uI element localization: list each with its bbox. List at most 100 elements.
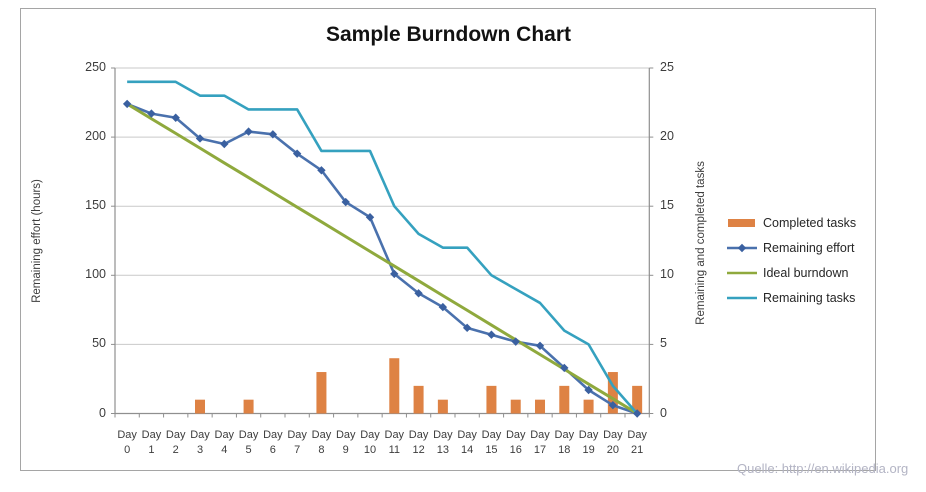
x-label-number: 11 xyxy=(388,444,400,456)
x-label-number: 7 xyxy=(294,444,301,456)
marker-remaining-effort xyxy=(462,323,472,333)
line-remaining-effort xyxy=(126,102,638,415)
x-label-word: Day xyxy=(117,429,137,441)
bar-completed-tasks xyxy=(607,372,618,414)
x-label-word: Day xyxy=(311,429,332,441)
marker-remaining-effort xyxy=(438,302,448,312)
x-label-number: 14 xyxy=(461,444,474,456)
marker-remaining-effort xyxy=(560,363,569,373)
x-label-word: Day xyxy=(238,429,259,441)
x-tick-label: Day 4 xyxy=(211,428,237,458)
bar-completed-tasks xyxy=(486,385,497,414)
x-label-number: 10 xyxy=(363,444,377,456)
bar-completed-tasks xyxy=(316,372,327,414)
marker-remaining-effort xyxy=(341,197,350,207)
bar-completed-tasks xyxy=(243,399,254,414)
x-tick-label: Day 3 xyxy=(187,428,213,458)
marker-remaining-effort xyxy=(147,109,156,118)
x-label-number: 15 xyxy=(485,444,498,456)
marker-remaining-effort xyxy=(390,269,399,279)
legend-item: Completed tasks xyxy=(727,210,912,235)
y-left-tick-label: 50 xyxy=(92,336,106,351)
x-tick-label: Day 9 xyxy=(333,428,359,458)
legend-item: Ideal burndown xyxy=(727,260,912,285)
x-tick-label: Day 0 xyxy=(114,428,140,458)
x-label-number: 18 xyxy=(558,444,571,456)
y-left-tick-label: 200 xyxy=(85,129,106,144)
legend-item: Remaining tasks xyxy=(727,285,912,310)
marker-remaining-effort xyxy=(414,289,423,298)
bar-completed-tasks xyxy=(510,399,521,414)
x-label-number: 12 xyxy=(412,444,425,456)
legend-item: Remaining effort xyxy=(727,235,912,260)
bar-completed-tasks xyxy=(583,399,594,414)
x-tick-label: Day 12 xyxy=(406,428,432,458)
legend-swatch-line xyxy=(727,243,757,252)
marker-remaining-effort xyxy=(632,409,642,418)
x-label-word: Day xyxy=(578,429,599,441)
marker-remaining-effort xyxy=(317,166,326,175)
x-label-word: Day xyxy=(554,429,575,441)
marker-remaining-effort xyxy=(122,99,132,109)
x-tick-label: Day 20 xyxy=(600,428,626,458)
x-tick-label: Day 10 xyxy=(357,428,383,458)
legend: Completed tasks Remaining effort Ideal bur… xyxy=(727,210,912,310)
x-label-number: 21 xyxy=(631,444,644,456)
left-axis-title: Remaining effort (hours) xyxy=(30,179,43,303)
marker-remaining-effort xyxy=(195,134,205,143)
marker-remaining-effort xyxy=(268,130,278,139)
x-tick-label: Day 16 xyxy=(503,428,529,458)
x-label-number: 13 xyxy=(436,444,449,456)
marker-remaining-effort xyxy=(244,127,253,136)
x-label-word: Day xyxy=(530,429,550,441)
marker-remaining-effort xyxy=(584,385,593,395)
marker-remaining-effort xyxy=(365,213,375,222)
bar-completed-tasks xyxy=(632,385,643,414)
x-label-word: Day xyxy=(457,429,477,441)
x-label-number: 5 xyxy=(245,444,252,456)
marker-remaining-effort xyxy=(487,330,496,339)
x-label-word: Day xyxy=(165,429,186,441)
bar-completed-tasks xyxy=(437,399,448,414)
x-label-word: Day xyxy=(190,429,210,441)
x-tick-label: Day 15 xyxy=(478,428,504,458)
x-label-word: Day xyxy=(433,429,453,441)
legend-swatch-line xyxy=(727,296,757,299)
right-axis-title: Remaining and completed tasks xyxy=(694,161,707,325)
x-label-word: Day xyxy=(214,429,235,441)
y-right-tick-label: 10 xyxy=(660,267,674,282)
bar-completed-tasks xyxy=(535,399,546,414)
x-label-number: 3 xyxy=(196,444,204,456)
y-left-tick-label: 250 xyxy=(85,60,106,74)
source-attribution: Quelle: http://en.wikipedia.org xyxy=(737,461,909,476)
legend-label: Ideal burndown xyxy=(763,265,849,280)
marker-remaining-effort xyxy=(220,139,229,149)
x-tick-label: Day 5 xyxy=(236,428,262,458)
x-label-number: 16 xyxy=(509,444,522,456)
chart-title: Sample Burndown Chart xyxy=(325,23,572,46)
legend-label: Completed tasks xyxy=(763,215,857,230)
bar-completed-tasks xyxy=(195,399,206,414)
x-label-number: 2 xyxy=(172,444,179,456)
marker-remaining-effort xyxy=(292,149,302,158)
y-right-tick-label: 20 xyxy=(660,129,674,144)
y-right-tick-label: 25 xyxy=(660,60,674,74)
x-label-word: Day xyxy=(335,429,356,441)
x-label-number: 17 xyxy=(533,444,547,456)
x-label-word: Day xyxy=(263,429,283,441)
x-label-word: Day xyxy=(481,429,502,441)
marker-remaining-effort xyxy=(511,337,520,346)
y-left-tick-label: 100 xyxy=(85,267,106,282)
x-label-word: Day xyxy=(360,429,380,441)
x-label-number: 1 xyxy=(148,444,155,456)
legend-label: Remaining effort xyxy=(763,240,855,255)
x-tick-label: Day 2 xyxy=(163,428,189,458)
x-tick-label: Day 21 xyxy=(624,428,650,458)
x-tick-label: Day 6 xyxy=(260,428,286,458)
x-label-word: Day xyxy=(603,429,623,441)
marker-remaining-effort xyxy=(171,113,180,122)
y-right-tick-label: 15 xyxy=(660,198,674,213)
x-label-number: 9 xyxy=(342,444,349,456)
